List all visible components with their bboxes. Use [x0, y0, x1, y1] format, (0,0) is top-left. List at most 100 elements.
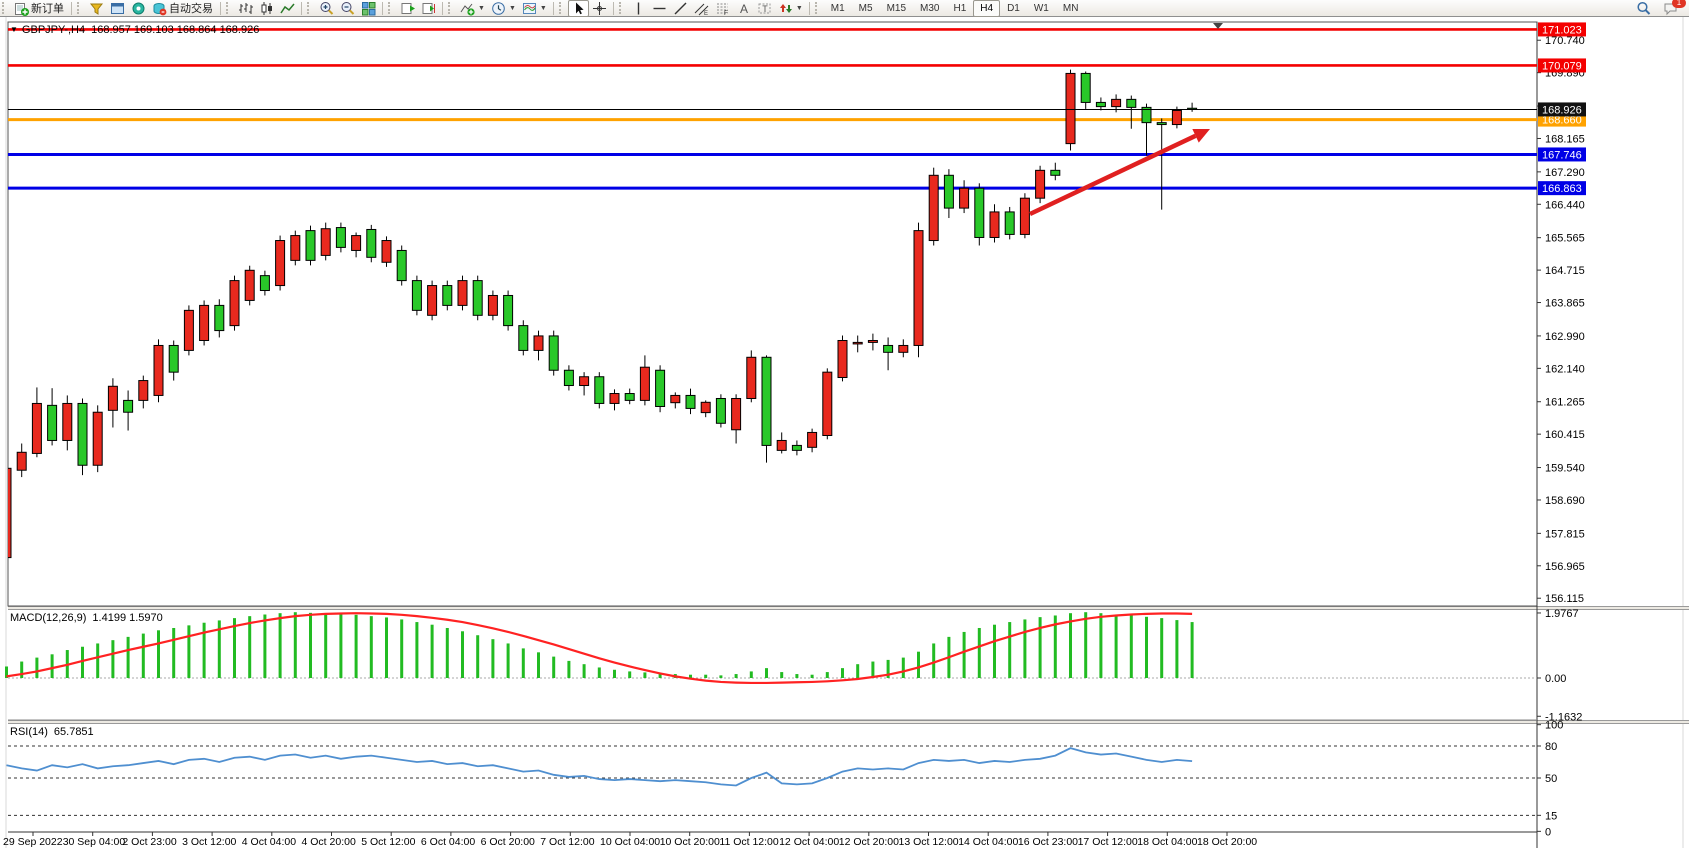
panel-separator[interactable] [8, 720, 1689, 724]
macd-bar [1038, 617, 1042, 678]
chart-shift-marker-icon[interactable] [1213, 23, 1223, 29]
svg-text:166.440: 166.440 [1545, 199, 1585, 211]
svg-text:170.740: 170.740 [1545, 35, 1585, 47]
notifications-button[interactable]: 1 [1660, 0, 1686, 17]
toolbar-separator [301, 1, 302, 15]
trend-arrow-head[interactable] [1192, 129, 1210, 143]
candlestick-chart-button[interactable] [256, 0, 277, 17]
svg-text:14 Oct 04:00: 14 Oct 04:00 [958, 836, 1018, 848]
dropdown-caret-icon[interactable]: ▼ [795, 4, 803, 12]
candle [320, 228, 331, 256]
macd-bar [932, 643, 936, 678]
arrows-icon [779, 3, 792, 13]
svg-text:-1.1632: -1.1632 [1545, 711, 1582, 723]
macd-bar [917, 651, 920, 678]
tile-windows-button[interactable] [358, 0, 379, 17]
candle [503, 294, 514, 327]
navigator-icon [132, 2, 145, 14]
macd-bar [309, 612, 312, 678]
trendline-button[interactable] [670, 0, 691, 17]
chart-shift-button[interactable] [418, 0, 439, 17]
candle [776, 439, 787, 451]
search-button[interactable] [1633, 0, 1654, 17]
fibonacci-button[interactable]: F [712, 0, 733, 17]
vertical-line-button[interactable] [628, 0, 649, 17]
timeframe-button-d1[interactable]: D1 [1007, 2, 1020, 14]
trend-arrow-line[interactable] [1029, 133, 1197, 217]
macd-bar [719, 675, 723, 678]
timeframe-button-w1[interactable]: W1 [1033, 2, 1049, 14]
timeframe-button-h4[interactable]: H4 [973, 0, 1001, 17]
macd-bar [704, 674, 708, 678]
toolbar-grip [448, 2, 455, 14]
macd-panel: 1.9767 0.00 -1.1632 [5, 608, 1582, 723]
panel-separator[interactable] [8, 606, 1689, 610]
macd-bar [749, 671, 753, 678]
candle [959, 187, 970, 209]
zoom-out-icon [341, 1, 355, 15]
macd-bar [35, 657, 39, 678]
toolbar-separator [71, 1, 72, 15]
zoom-in-button[interactable] [316, 0, 337, 17]
timeframe-button-m15[interactable]: M15 [886, 2, 907, 14]
timeframe-button-m5[interactable]: M5 [858, 2, 873, 14]
dropdown-caret-icon[interactable]: ▼ [478, 4, 485, 12]
market-watch-button[interactable] [86, 0, 107, 17]
bar-chart-button[interactable] [235, 0, 256, 17]
candle [943, 174, 954, 209]
candle [16, 451, 27, 471]
candles [8, 69, 1198, 559]
candle [62, 402, 73, 441]
macd-bar [537, 652, 540, 678]
macd-bar [1114, 614, 1118, 678]
cursor-icon [575, 2, 584, 14]
text-icon: A [740, 2, 748, 16]
clock-icon [492, 1, 505, 15]
fibonacci-icon: F [716, 3, 728, 16]
dropdown-caret-icon[interactable]: ▼ [539, 4, 547, 12]
template-button[interactable]: ▼ [519, 0, 550, 17]
svg-text:18 Oct 04:00: 18 Oct 04:00 [1137, 836, 1197, 848]
candle [366, 228, 377, 258]
macd-bar [111, 640, 115, 678]
candle [77, 402, 88, 466]
data-window-button[interactable] [107, 0, 128, 17]
macd-bar [567, 660, 571, 678]
timeframe-button-mn[interactable]: MN [1062, 2, 1079, 14]
candle [1156, 122, 1167, 126]
label-button[interactable]: T [754, 0, 775, 17]
macd-bar [977, 627, 981, 678]
crosshair-button[interactable] [589, 0, 610, 17]
horizontal-line-button[interactable] [649, 0, 670, 17]
time-axis-labels[interactable]: 29 Sep 2022 30 Sep 04:002 Oct 23:00 3 Oct … [3, 832, 1257, 848]
add-indicator-button[interactable]: ▼ [457, 0, 488, 17]
candle [883, 344, 894, 353]
macd-bar [506, 643, 510, 678]
timeframe-button-h1[interactable]: H1 [953, 2, 967, 14]
zoom-out-button[interactable] [337, 0, 358, 17]
timeframe-button-m1[interactable]: M1 [830, 2, 845, 14]
timeframe-button-m30[interactable]: M30 [920, 2, 940, 14]
macd-bar [385, 617, 388, 678]
channel-button[interactable]: E [691, 0, 712, 17]
macd-bar [248, 616, 252, 678]
macd-bar [597, 667, 601, 678]
navigator-button[interactable] [128, 0, 149, 17]
new-order-button[interactable]: 新订单 [11, 0, 68, 17]
line-chart-button[interactable] [277, 0, 298, 17]
horizontal-lines[interactable] [8, 28, 1537, 190]
auto-scroll-button[interactable] [397, 0, 418, 17]
macd-bar [96, 643, 100, 678]
macd-bar [217, 620, 221, 678]
auto-trading-button[interactable]: 自动交易 [149, 0, 217, 17]
price-badges: 171.023 170.079 168.660 167.746 166.863 168.9… [1538, 22, 1586, 196]
macd-bar [643, 672, 647, 678]
arrows-button[interactable]: ▼ [775, 0, 806, 17]
macd-bar [476, 635, 480, 678]
dropdown-caret-icon[interactable]: ▼ [508, 4, 516, 12]
text-button[interactable]: A [733, 0, 754, 17]
svg-text:6 Oct 20:00: 6 Oct 20:00 [481, 836, 535, 848]
cursor-button[interactable] [567, 0, 589, 17]
period-button[interactable]: ▼ [488, 0, 519, 17]
